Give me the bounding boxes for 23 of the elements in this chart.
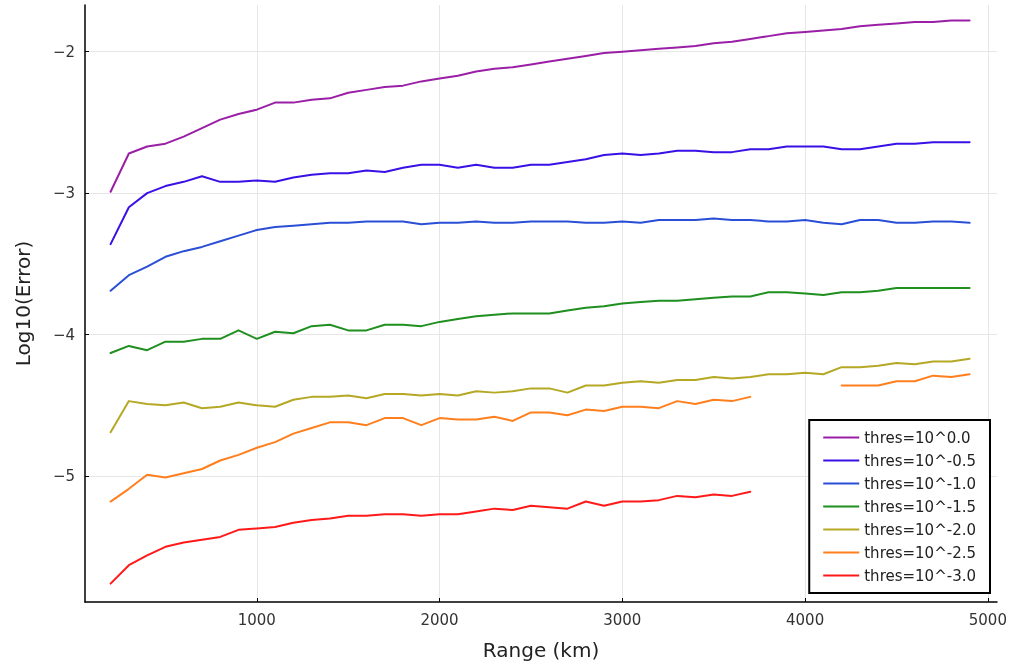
- x-axis-title: Range (km): [482, 638, 600, 662]
- line-series: [109, 217, 971, 292]
- y-tick-label: −5: [52, 467, 75, 486]
- y-tick-label: −2: [52, 42, 75, 61]
- legend-label: thres=10^-1.5: [864, 497, 977, 516]
- line-series: [109, 141, 971, 246]
- x-tick-label: 5000: [968, 610, 1007, 629]
- legend-label: thres=10^-2.5: [864, 543, 977, 562]
- y-tick-label: −3: [52, 184, 75, 203]
- x-tick-label: 3000: [603, 610, 642, 629]
- line-series: [109, 19, 971, 193]
- x-tick-label: 2000: [420, 610, 459, 629]
- x-tick-label: 4000: [786, 610, 825, 629]
- legend-label: thres=10^-3.0: [864, 566, 977, 585]
- legend-label: thres=10^-0.5: [864, 451, 977, 470]
- y-axis-title: Log10(Error): [11, 240, 35, 367]
- legend-label: thres=10^-2.0: [864, 520, 977, 539]
- y-tick-label: −4: [52, 325, 75, 344]
- line-series: [109, 286, 971, 355]
- legend-label: thres=10^0.0: [864, 428, 971, 447]
- x-tick-label: 1000: [237, 610, 276, 629]
- line-series: [109, 490, 752, 585]
- legend-label: thres=10^-1.0: [864, 474, 977, 493]
